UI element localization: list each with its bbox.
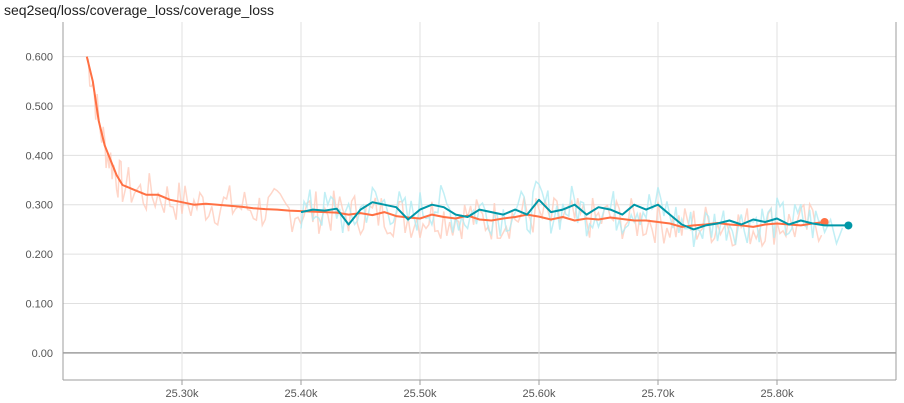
series-0-line xyxy=(85,56,825,228)
series-1-endpoint xyxy=(844,221,853,230)
y-tick-label: 0.600 xyxy=(25,52,53,64)
series-0-endpoint xyxy=(820,217,829,226)
smoothed-series-layer xyxy=(85,56,853,231)
series-1-line xyxy=(300,198,849,231)
y-tick-label: 0.500 xyxy=(25,101,53,113)
x-tick-label: 25.70k xyxy=(641,388,675,400)
y-tick-label: 0.300 xyxy=(25,200,53,212)
y-tick-label: 0.200 xyxy=(25,249,53,261)
y-tick-label: 0.400 xyxy=(25,150,53,162)
y-tick-label: 0.00 xyxy=(32,348,53,360)
axes xyxy=(62,22,897,385)
tick-labels: 0.00 0.100 0.200 0.300 0.400 0.500 0.600 25.30k… xyxy=(25,52,794,400)
x-tick-label: 25.50k xyxy=(403,388,437,400)
raw-series-layer xyxy=(86,56,844,248)
y-tick-label: 0.100 xyxy=(25,298,53,310)
x-tick-label: 25.60k xyxy=(522,388,556,400)
chart-title: seq2seq/loss/coverage_loss/coverage_loss xyxy=(4,2,275,18)
series-1-raw-line xyxy=(300,180,844,248)
x-tick-label: 25.30k xyxy=(165,388,199,400)
series-0-raw-line xyxy=(86,56,823,248)
x-tick-label: 25.80k xyxy=(760,388,794,400)
x-tick-label: 25.40k xyxy=(284,388,318,400)
